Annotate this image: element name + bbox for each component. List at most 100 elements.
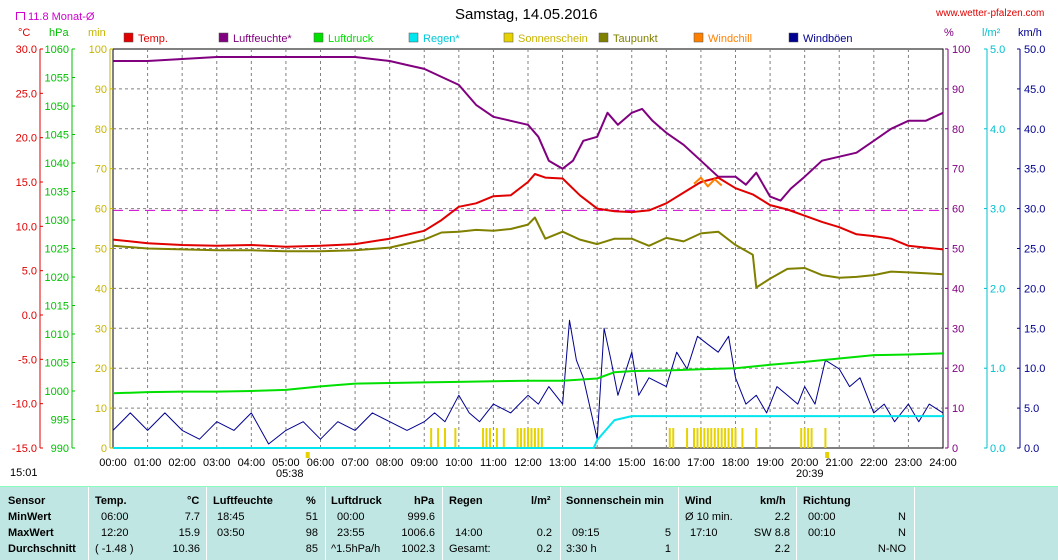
- sunshine-bar: [488, 428, 491, 448]
- chart-title: Samstag, 14.05.2016: [455, 6, 598, 23]
- sunset-marker: [825, 452, 830, 458]
- sunshine-tick-label: 60: [95, 204, 107, 216]
- temp-tick-label: 15.0: [16, 177, 37, 189]
- table-divider: [914, 487, 915, 560]
- table-divider: [206, 487, 207, 560]
- sunshine-bar: [717, 428, 720, 448]
- sunshine-bar: [454, 428, 457, 448]
- sunshine-bar: [495, 428, 498, 448]
- x-tick-label: 19:00: [756, 457, 784, 469]
- pressure-tick-label: 1055: [45, 73, 69, 85]
- header-rain: Regen: [449, 495, 483, 507]
- sunshine-bar: [516, 428, 519, 448]
- legend-label: Taupunkt: [613, 33, 658, 45]
- sunset-label: 20:39: [796, 468, 824, 480]
- header-rain-unit: l/m²: [531, 495, 551, 507]
- header-humidity-unit: %: [306, 495, 316, 507]
- table-divider: [560, 487, 561, 560]
- x-tick-label: 21:00: [825, 457, 853, 469]
- pressure-tick-label: 990: [51, 443, 69, 455]
- cell-press-time: 23:55: [337, 527, 365, 539]
- x-tick-label: 02:00: [168, 457, 196, 469]
- unit-pct: %: [944, 27, 954, 39]
- site-link[interactable]: www.wetter-pfalzen.com: [936, 8, 1045, 19]
- x-tick-label: 07:00: [341, 457, 369, 469]
- cell-hum: 51: [305, 511, 318, 523]
- header-humidity: Luftfeuchte: [213, 495, 273, 507]
- humidity-tick-label: 50: [952, 244, 964, 256]
- rain-tick-label: 5.0: [990, 44, 1005, 56]
- temp-tick-label: 25.0: [16, 88, 37, 100]
- cell-press: 1002.3: [401, 543, 435, 555]
- humidity-tick-label: 10: [952, 403, 964, 415]
- pressure-tick-label: 995: [51, 415, 69, 427]
- cell-sun: 5: [664, 527, 671, 539]
- header-wind-unit: km/h: [760, 495, 786, 507]
- sunshine-bar: [502, 428, 505, 448]
- legend-swatch: [503, 32, 514, 43]
- wind-tick-label: 20.0: [1024, 283, 1045, 295]
- humidity-tick-label: 80: [952, 124, 964, 136]
- cell-dir: N: [898, 511, 906, 523]
- humidity-tick-label: 0: [952, 443, 958, 455]
- chart-legend: Temp. Luftfeuchte* Luftdruck Regen* Sonnensc…: [123, 32, 853, 45]
- sunshine-bar: [533, 428, 536, 448]
- legend-swatch: [123, 32, 134, 43]
- sunshine-bar: [803, 428, 806, 448]
- cell-press-time: 00:00: [337, 511, 365, 523]
- humidity-line: [113, 56, 944, 202]
- sunshine-bar: [520, 428, 523, 448]
- rain-tick-label: 3.0: [990, 204, 1005, 216]
- humidity-tick-label: 70: [952, 164, 964, 176]
- cell-dir: N: [898, 527, 906, 539]
- header-sensor: Sensor: [8, 495, 46, 507]
- cell-temp-time: 12:20: [101, 527, 129, 539]
- cell-dir-time: 00:10: [808, 527, 836, 539]
- temp-tick-label: 20.0: [16, 133, 37, 145]
- sunshine-bar: [807, 428, 810, 448]
- cell-rain-time: 14:00: [455, 527, 483, 539]
- cell-temp-time: ( -1.48 ): [95, 543, 134, 555]
- x-tick-label: 17:00: [687, 457, 715, 469]
- table-divider: [678, 487, 679, 560]
- x-tick-label: 16:00: [653, 457, 681, 469]
- cell-rain: 0.2: [536, 527, 552, 539]
- rain-tick-label: 0.0: [990, 443, 1005, 455]
- row-label-avg: Durchschnitt: [8, 543, 76, 555]
- sunrise-label: 05:38: [276, 468, 304, 480]
- humidity-tick-label: 90: [952, 84, 964, 96]
- pressure-tick-label: 1045: [45, 130, 69, 142]
- legend-swatch: [788, 32, 799, 43]
- temp-tick-label: 0.0: [22, 310, 37, 322]
- pressure-tick-label: 1040: [45, 158, 69, 170]
- sunshine-bar: [523, 428, 526, 448]
- sunshine-tick-label: 70: [95, 164, 107, 176]
- unit-min: min: [88, 27, 106, 39]
- cell-wind: 2.2: [774, 543, 790, 555]
- monthly-average-label: 11.8 Monat-Ø: [16, 11, 94, 23]
- x-tick-label: 03:00: [203, 457, 231, 469]
- header-wind: Wind: [685, 495, 712, 507]
- sunshine-bar: [741, 428, 744, 448]
- sunshine-bar: [731, 428, 734, 448]
- cell-sun: 1: [664, 543, 671, 555]
- x-tick-label: 05:00: [272, 457, 300, 469]
- x-tick-label: 22:00: [860, 457, 888, 469]
- header-pressure-unit: hPa: [414, 495, 435, 507]
- legend-label: Luftdruck: [328, 33, 374, 45]
- cell-temp-time: 06:00: [101, 511, 129, 523]
- cell-wind: 2.2: [774, 511, 790, 523]
- temp-tick-label: -10.0: [12, 399, 37, 411]
- header-temp-unit: °C: [187, 495, 200, 507]
- table-divider: [88, 487, 89, 560]
- table-divider: [442, 487, 443, 560]
- sunshine-bar: [444, 428, 446, 448]
- rain-tick-label: 4.0: [990, 124, 1005, 136]
- pressure-tick-label: 1010: [45, 329, 69, 341]
- wind-tick-label: 35.0: [1024, 164, 1045, 176]
- wind-tick-label: 50.0: [1024, 44, 1045, 56]
- table-divider: [325, 487, 326, 560]
- cell-dir: N-NO: [877, 543, 906, 555]
- legend-label: Windchill: [708, 33, 752, 45]
- x-tick-label: 11:00: [480, 457, 507, 469]
